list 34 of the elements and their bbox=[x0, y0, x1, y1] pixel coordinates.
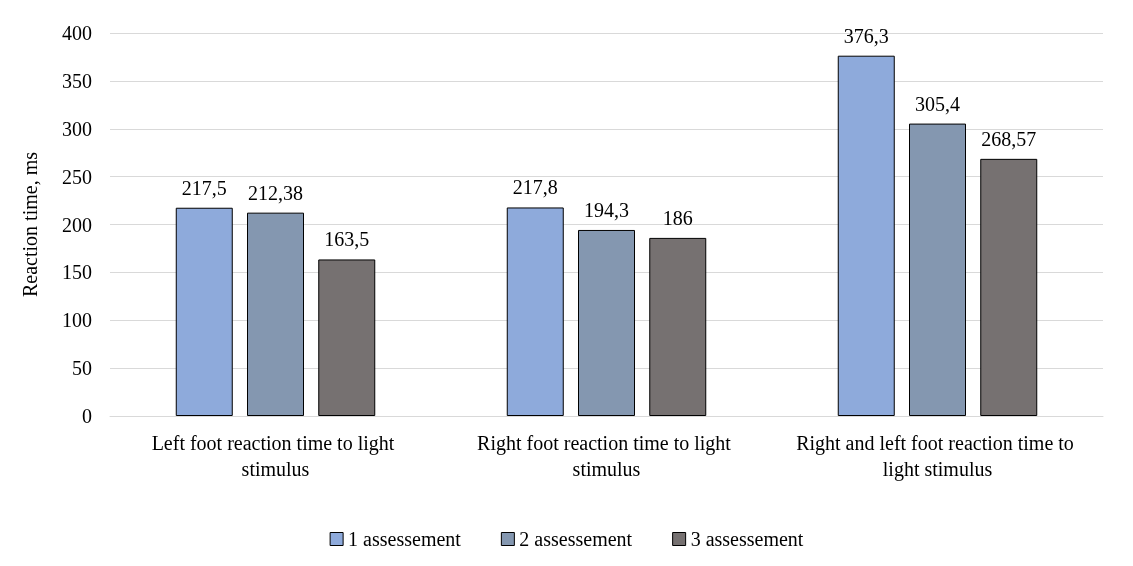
y-tick-label: 200 bbox=[62, 213, 92, 236]
x-tick-label: Right foot reaction time to light stimulus bbox=[477, 432, 736, 480]
data-label: 305,4 bbox=[915, 92, 960, 115]
legend-label: 1 assessement bbox=[348, 528, 462, 550]
data-label: 194,3 bbox=[584, 198, 629, 221]
x-tick-label: Left foot reaction time to light stimulus bbox=[151, 432, 400, 480]
y-tick-label: 350 bbox=[62, 69, 92, 92]
data-label: 212,38 bbox=[248, 181, 303, 204]
bar bbox=[837, 55, 895, 416]
y-tick-label: 0 bbox=[82, 405, 92, 427]
x-tick-label: Right and left foot reaction time to light stimulus bbox=[796, 432, 1079, 481]
data-label: 217,8 bbox=[512, 176, 558, 199]
y-tick-label: 50 bbox=[72, 357, 92, 380]
bar bbox=[980, 158, 1038, 416]
data-label: 217,5 bbox=[181, 176, 227, 199]
data-label: 268,57 bbox=[981, 127, 1037, 150]
legend-label: 2 assessement bbox=[519, 528, 633, 550]
bar bbox=[909, 123, 966, 416]
y-tick-label: 400 bbox=[62, 22, 92, 44]
bar bbox=[318, 259, 376, 416]
y-tick-label: 150 bbox=[62, 261, 92, 284]
bar bbox=[649, 237, 707, 416]
bar bbox=[506, 207, 564, 416]
data-label: 186 bbox=[662, 206, 693, 229]
y-tick-label: 300 bbox=[62, 117, 92, 140]
bar bbox=[175, 207, 233, 416]
y-axis-title: Reaction time, ms bbox=[19, 151, 41, 297]
data-label: 376,3 bbox=[843, 24, 889, 47]
data-label: 163,5 bbox=[324, 228, 370, 251]
bar bbox=[247, 212, 304, 416]
y-tick-label: 250 bbox=[62, 165, 92, 188]
y-tick-label: 100 bbox=[62, 309, 92, 332]
bar bbox=[578, 229, 635, 416]
legend-label: 3 assessement bbox=[690, 528, 804, 550]
